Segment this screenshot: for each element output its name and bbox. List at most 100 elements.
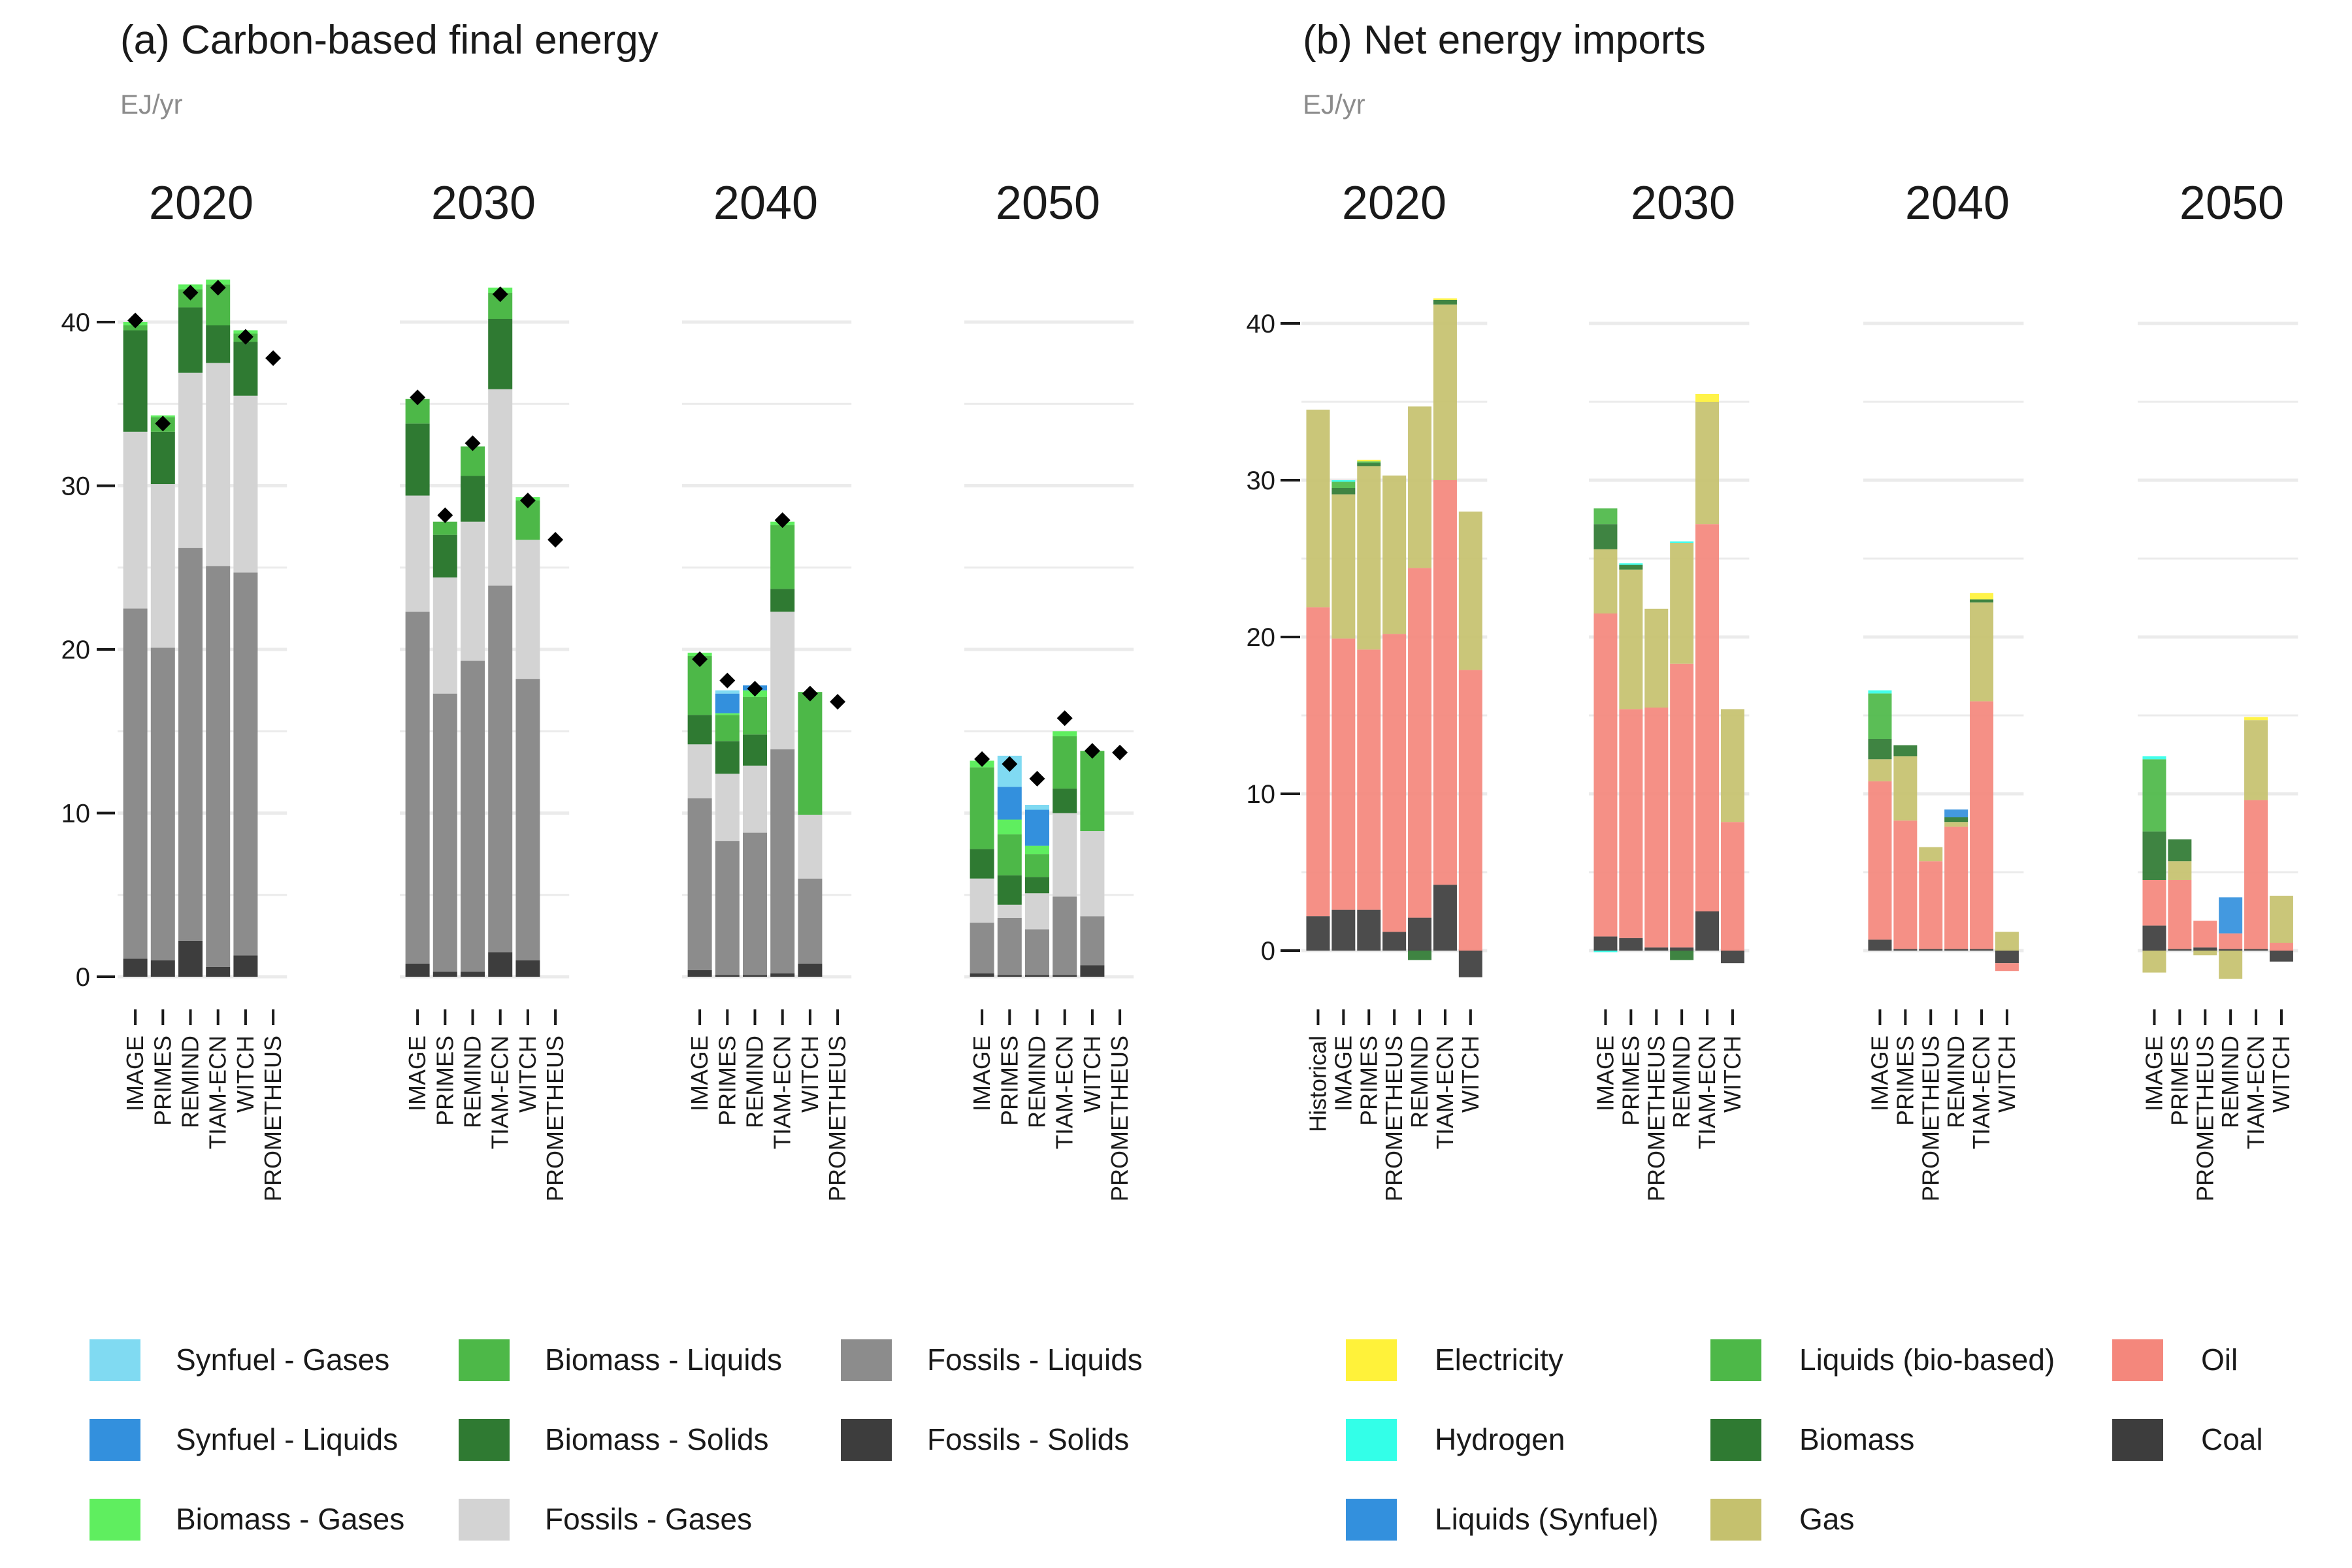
x-tick-label-a: WITCH xyxy=(514,1036,541,1113)
bar-segment-a xyxy=(715,693,740,713)
bar-segment-a xyxy=(798,963,823,977)
x-tick-label-a: PROMETHEUS xyxy=(1106,1036,1133,1201)
x-tick-label-a: IMAGE xyxy=(404,1036,431,1111)
bar-segment-b xyxy=(1382,932,1407,951)
bar-segment-b xyxy=(1970,599,1994,603)
bar-segment-b xyxy=(1458,670,1482,951)
x-tick-label-b: WITCH xyxy=(1993,1036,2020,1113)
facet-title-b: 2020 xyxy=(1342,177,1446,229)
bar-segment-b xyxy=(1619,563,1643,565)
bar-segment-b xyxy=(1695,911,1720,951)
total-marker xyxy=(437,507,453,523)
x-tick-label-b: WITCH xyxy=(1457,1036,1484,1113)
bar-segment-a xyxy=(123,431,148,609)
legend-swatch-a xyxy=(90,1419,140,1461)
bar-segment-a xyxy=(206,966,231,977)
bar-segment-a xyxy=(461,972,485,977)
bar-segment-b xyxy=(1593,549,1618,613)
bar-segment-b xyxy=(1306,916,1330,951)
bar-segment-a xyxy=(233,342,258,396)
bar-segment-a xyxy=(461,476,485,522)
bar-segment-a xyxy=(178,940,203,977)
x-tick-label-a: TIAM-ECN xyxy=(1051,1036,1078,1149)
bar-segment-a xyxy=(715,713,740,715)
bar-segment-a xyxy=(1025,809,1049,846)
bar-segment-b xyxy=(1644,608,1669,708)
total-marker xyxy=(1112,744,1128,760)
bar-segment-a xyxy=(488,389,513,586)
bar-segment-a xyxy=(715,715,740,742)
legend-label-b: Coal xyxy=(2201,1422,2263,1456)
bar-segment-b xyxy=(2168,839,2192,862)
y-tick-label-b: 40 xyxy=(1247,310,1276,338)
bar-segment-a xyxy=(405,612,430,964)
x-tick-label-a: REMIND xyxy=(1024,1036,1051,1128)
x-tick-label-b: REMIND xyxy=(1406,1036,1433,1128)
bar-segment-b xyxy=(1670,663,1694,948)
bar-segment-b xyxy=(1868,781,1892,940)
bar-segment-b xyxy=(1644,947,1669,951)
legend-swatch-b xyxy=(1710,1339,1761,1381)
bar-segment-b xyxy=(1868,759,1892,781)
y-tick-label-a: 0 xyxy=(76,963,90,992)
facet-title-a: 2020 xyxy=(149,177,253,229)
x-tick-label-b: REMIND xyxy=(2217,1036,2244,1128)
x-tick-label-a: WITCH xyxy=(232,1036,259,1113)
bar-segment-a xyxy=(1080,965,1105,977)
bar-segment-a xyxy=(433,972,457,977)
bar-segment-b xyxy=(2142,831,2166,880)
total-marker xyxy=(519,493,536,509)
bar-segment-a xyxy=(206,566,231,967)
bar-segment-b xyxy=(1944,809,1968,817)
total-marker xyxy=(774,512,791,529)
bar-segment-b xyxy=(1593,951,1618,953)
legend-label-b: Oil xyxy=(2201,1343,2238,1377)
bar-segment-b xyxy=(1644,708,1669,948)
total-marker xyxy=(1084,743,1100,759)
legend-label-b: Liquids (Synfuel) xyxy=(1435,1502,1659,1536)
bar-segment-b xyxy=(2168,880,2192,949)
bar-segment-b xyxy=(2219,897,2243,934)
x-tick-label-a: PRIMES xyxy=(996,1036,1022,1126)
bar-segment-a xyxy=(178,547,203,941)
bar-segment-b xyxy=(1433,480,1457,885)
total-marker xyxy=(237,329,253,345)
facet-title-a: 2030 xyxy=(431,177,536,229)
bar-segment-b xyxy=(1995,951,2019,964)
bar-segment-a xyxy=(743,975,767,977)
bar-segment-b xyxy=(2244,717,2268,721)
bar-segment-b xyxy=(2219,933,2243,949)
bar-segment-b xyxy=(2244,800,2268,949)
x-tick-label-b: REMIND xyxy=(1942,1036,1969,1128)
bar-segment-a xyxy=(123,608,148,959)
bar-segment-a xyxy=(715,975,740,977)
bar-segment-b xyxy=(1893,949,1918,951)
bar-segment-a xyxy=(433,534,457,578)
bar-segment-a xyxy=(798,815,823,879)
bar-segment-b xyxy=(1970,593,1994,600)
legend-label-a: Biomass - Liquids xyxy=(545,1343,782,1377)
bar-segment-b xyxy=(1433,298,1457,300)
bar-segment-b xyxy=(1331,494,1356,639)
bar-segment-b xyxy=(1919,949,1943,951)
x-tick-label-b: PRIMES xyxy=(1617,1036,1644,1126)
legend: Synfuel - Gases Synfuel - Liquids Biomass … xyxy=(90,1339,2263,1541)
bar-segment-b xyxy=(1593,508,1618,525)
bar-segment-b xyxy=(1357,649,1381,910)
bar-segment-a xyxy=(433,693,457,972)
total-marker xyxy=(265,350,282,367)
bar-segment-a xyxy=(1053,813,1077,897)
legend-swatch-a xyxy=(841,1339,892,1381)
bar-segment-a xyxy=(687,744,712,798)
legend-swatch-a xyxy=(459,1419,510,1461)
bar-segment-b xyxy=(1619,709,1643,938)
bar-segment-a xyxy=(1080,751,1105,832)
bar-segment-b xyxy=(1944,949,1968,951)
bar-segment-a xyxy=(743,696,767,735)
x-tick-label-a: IMAGE xyxy=(122,1036,148,1111)
bar-segment-b xyxy=(2219,949,2243,951)
bar-segment-a xyxy=(150,431,175,484)
x-tick-label-b: IMAGE xyxy=(1592,1036,1618,1111)
legend-swatch-b xyxy=(1710,1419,1761,1461)
